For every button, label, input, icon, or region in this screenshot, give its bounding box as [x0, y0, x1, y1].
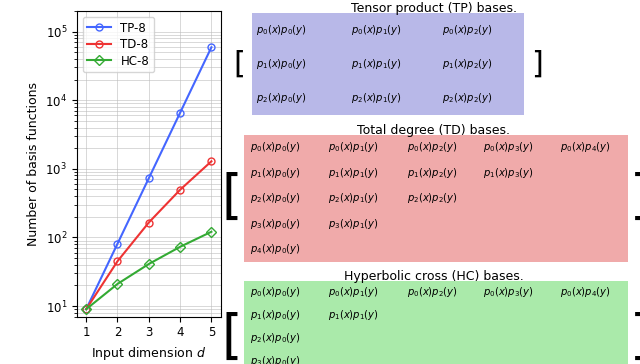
Text: [: [ — [221, 312, 242, 364]
TD-8 — [176, 187, 184, 192]
Text: $p_4(x)p_0(y)$: $p_4(x)p_0(y)$ — [250, 242, 301, 256]
Text: $p_0(x)p_2(y)$: $p_0(x)p_2(y)$ — [442, 23, 493, 37]
Text: $p_0(x)p_4(y)$: $p_0(x)p_4(y)$ — [559, 285, 611, 300]
TP-8 — [176, 111, 184, 115]
TD-8 — [83, 307, 90, 311]
Text: $p_1(x)p_1(y)$: $p_1(x)p_1(y)$ — [351, 57, 402, 71]
Text: $p_1(x)p_2(y)$: $p_1(x)p_2(y)$ — [407, 166, 458, 180]
TD-8 — [114, 259, 122, 264]
Text: $p_0(x)p_3(y)$: $p_0(x)p_3(y)$ — [483, 141, 534, 154]
TD-8 — [145, 220, 153, 225]
Bar — [252, 13, 524, 115]
Text: $p_2(x)p_1(y)$: $p_2(x)p_1(y)$ — [351, 91, 402, 105]
HC-8 — [145, 262, 153, 266]
Line: TD-8: TD-8 — [83, 158, 215, 313]
Line: TP-8: TP-8 — [83, 44, 215, 313]
Text: $p_2(x)p_0(y)$: $p_2(x)p_0(y)$ — [250, 191, 301, 205]
TP-8 — [114, 242, 122, 246]
Text: ]: ] — [630, 173, 640, 224]
Text: $p_2(x)p_1(y)$: $p_2(x)p_1(y)$ — [328, 191, 379, 205]
Text: $p_1(x)p_1(y)$: $p_1(x)p_1(y)$ — [328, 166, 379, 180]
Text: $p_0(x)p_0(y)$: $p_0(x)p_0(y)$ — [256, 23, 307, 37]
TD-8 — [207, 159, 215, 163]
Text: $p_0(x)p_1(y)$: $p_0(x)p_1(y)$ — [328, 285, 379, 300]
TP-8 — [83, 307, 90, 311]
Text: $p_2(x)p_2(y)$: $p_2(x)p_2(y)$ — [442, 91, 493, 105]
Bar — [244, 135, 628, 262]
Text: Hyperbolic cross (HC) bases.: Hyperbolic cross (HC) bases. — [344, 270, 524, 283]
Text: $p_2(x)p_0(y)$: $p_2(x)p_0(y)$ — [250, 331, 301, 345]
Text: $p_2(x)p_0(y)$: $p_2(x)p_0(y)$ — [256, 91, 307, 105]
HC-8 — [83, 307, 90, 311]
Text: $p_0(x)p_0(y)$: $p_0(x)p_0(y)$ — [250, 285, 301, 300]
Text: $p_3(x)p_1(y)$: $p_3(x)p_1(y)$ — [328, 217, 379, 231]
Text: $p_1(x)p_2(y)$: $p_1(x)p_2(y)$ — [442, 57, 493, 71]
Text: $p_1(x)p_0(y)$: $p_1(x)p_0(y)$ — [250, 166, 301, 180]
TP-8 — [207, 45, 215, 50]
Text: ]: ] — [630, 312, 640, 364]
Text: $p_0(x)p_1(y)$: $p_0(x)p_1(y)$ — [328, 141, 379, 154]
Text: $p_1(x)p_0(y)$: $p_1(x)p_0(y)$ — [256, 57, 307, 71]
HC-8 — [207, 230, 215, 234]
Legend: TP-8, TD-8, HC-8: TP-8, TD-8, HC-8 — [83, 17, 154, 72]
HC-8 — [114, 282, 122, 286]
Text: $p_0(x)p_1(y)$: $p_0(x)p_1(y)$ — [351, 23, 402, 37]
Y-axis label: Number of basis functions: Number of basis functions — [27, 82, 40, 246]
Text: Total degree (TD) bases.: Total degree (TD) bases. — [357, 124, 510, 137]
Bar — [244, 281, 628, 364]
Text: ]: ] — [531, 49, 543, 78]
Text: $p_0(x)p_0(y)$: $p_0(x)p_0(y)$ — [250, 141, 301, 154]
Text: $p_3(x)p_0(y)$: $p_3(x)p_0(y)$ — [250, 354, 301, 364]
Text: Tensor product (TP) bases.: Tensor product (TP) bases. — [351, 2, 516, 15]
Text: $p_1(x)p_0(y)$: $p_1(x)p_0(y)$ — [250, 308, 301, 322]
TP-8 — [145, 176, 153, 181]
Text: $p_0(x)p_4(y)$: $p_0(x)p_4(y)$ — [559, 141, 611, 154]
Text: $p_1(x)p_3(y)$: $p_1(x)p_3(y)$ — [483, 166, 534, 180]
Line: HC-8: HC-8 — [83, 228, 215, 313]
Text: $p_0(x)p_2(y)$: $p_0(x)p_2(y)$ — [407, 141, 458, 154]
Text: $p_2(x)p_2(y)$: $p_2(x)p_2(y)$ — [407, 191, 458, 205]
HC-8 — [176, 245, 184, 249]
Text: $p_3(x)p_0(y)$: $p_3(x)p_0(y)$ — [250, 217, 301, 231]
Text: [: [ — [221, 173, 242, 224]
Text: [: [ — [234, 49, 246, 78]
Text: $p_0(x)p_3(y)$: $p_0(x)p_3(y)$ — [483, 285, 534, 300]
Text: $p_0(x)p_2(y)$: $p_0(x)p_2(y)$ — [407, 285, 458, 300]
X-axis label: Input dimension $d$: Input dimension $d$ — [92, 345, 206, 362]
Text: $p_1(x)p_1(y)$: $p_1(x)p_1(y)$ — [328, 308, 379, 322]
